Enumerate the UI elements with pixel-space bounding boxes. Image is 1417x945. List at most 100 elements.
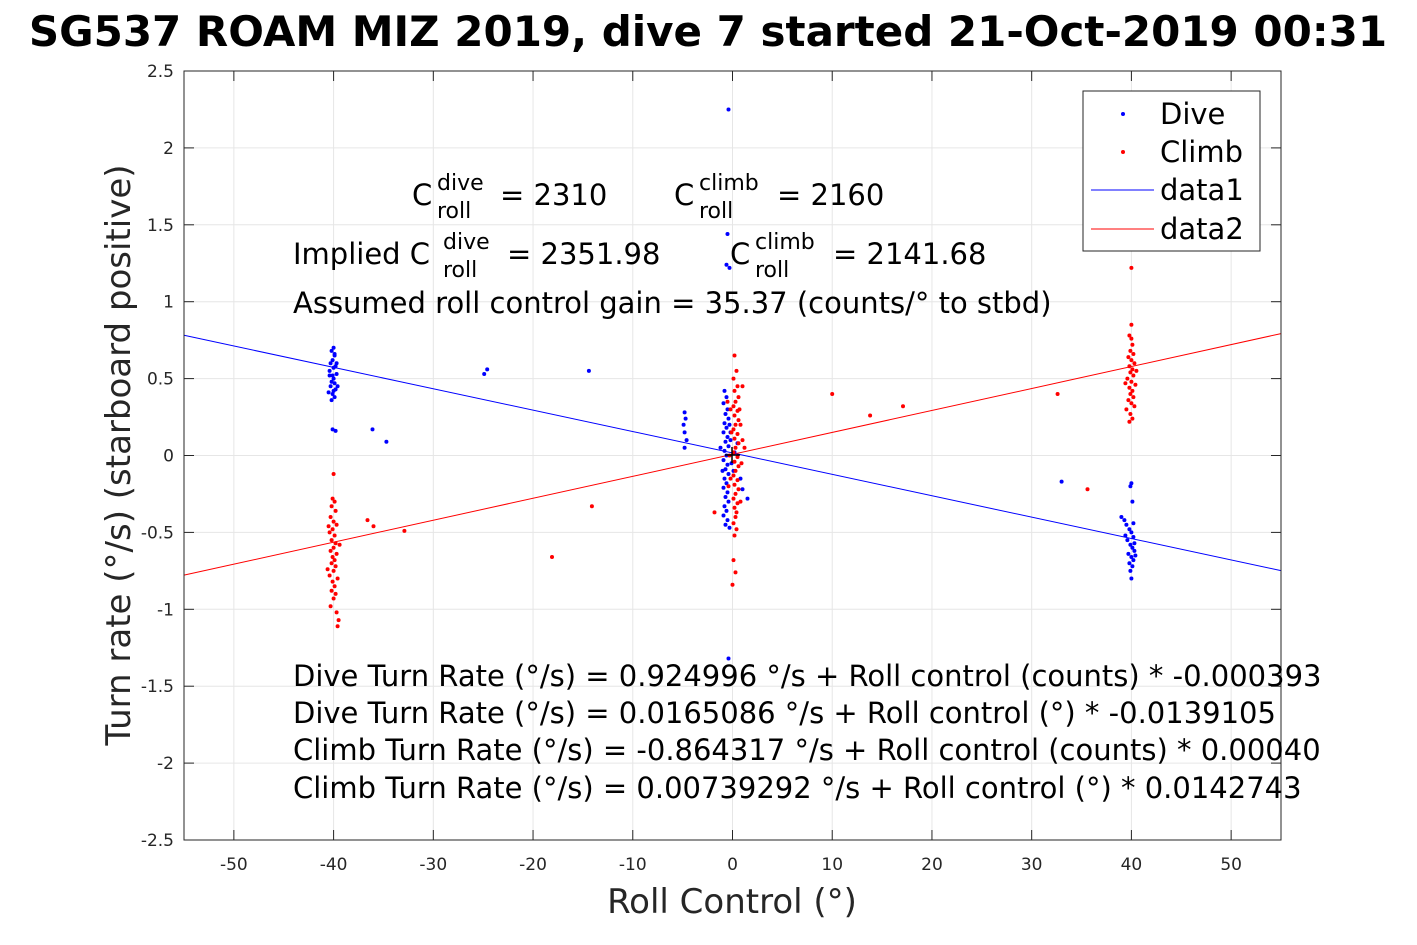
point-climb (334, 551, 339, 556)
point-climb (732, 482, 737, 487)
point-climb (550, 555, 554, 559)
x-tick-label: -20 (519, 855, 547, 875)
point-dive (586, 368, 591, 373)
point-climb (731, 404, 736, 409)
point-dive (1128, 484, 1133, 489)
point-dive (1130, 564, 1135, 569)
point-dive (725, 435, 730, 439)
point-dive (327, 368, 332, 373)
implied-climb-sup: climb (755, 230, 815, 255)
annotation-implied-climb: C climb roll = 2141.68 (730, 230, 986, 283)
point-climb (329, 588, 334, 593)
point-climb (735, 455, 740, 459)
point-dive (334, 372, 339, 376)
point-dive (1130, 499, 1135, 504)
point-dive (722, 388, 727, 393)
annotation-implied-dive: Implied C dive roll = 2351.98 (293, 230, 660, 283)
point-climb (332, 533, 337, 538)
point-climb (1131, 395, 1136, 400)
x-tick-label: 40 (1121, 855, 1143, 875)
point-climb (731, 521, 736, 526)
point-climb (1129, 358, 1134, 363)
c-roll-dive-sup: dive (437, 171, 484, 196)
c-roll-dive-sub: roll (437, 199, 471, 224)
point-dive (722, 421, 727, 426)
point-dive (331, 365, 336, 370)
point-climb (1128, 348, 1133, 353)
point-dive (726, 416, 731, 421)
point-dive (728, 438, 733, 443)
point-climb (1127, 419, 1132, 424)
point-dive (370, 427, 375, 432)
point-climb (735, 432, 740, 436)
point-dive (724, 481, 729, 486)
point-climb (402, 528, 407, 533)
point-climb (733, 491, 738, 496)
point-dive (722, 476, 727, 481)
point-dive (726, 656, 731, 661)
point-climb (331, 568, 336, 573)
implied-dive-sub: roll (443, 258, 477, 283)
point-climb (735, 501, 740, 506)
point-climb (1055, 392, 1060, 396)
point-climb (738, 499, 743, 504)
point-climb (332, 558, 337, 563)
point-climb (331, 545, 336, 550)
y-tick-label: -1 (157, 600, 174, 620)
point-dive (328, 384, 333, 389)
point-dive (723, 467, 728, 472)
point-dive (328, 361, 333, 366)
equation-climb-degrees: Climb Turn Rate (°/s) = 0.00739292 °/s +… (293, 771, 1302, 805)
point-climb (1129, 265, 1134, 270)
point-climb (1132, 404, 1137, 409)
point-climb (1126, 355, 1131, 360)
annotation-c-roll-climb: C climb roll = 2160 (674, 171, 884, 224)
point-dive (1126, 551, 1131, 556)
point-climb (728, 476, 733, 481)
data-points (325, 107, 1139, 661)
point-climb (1125, 376, 1130, 381)
legend-marker-dive (1121, 112, 1125, 116)
point-climb (732, 388, 737, 393)
x-tick-label: 20 (921, 855, 943, 875)
point-climb (330, 496, 335, 501)
point-climb (740, 438, 745, 443)
point-dive (721, 513, 726, 518)
point-climb (729, 430, 734, 435)
point-dive (722, 504, 727, 509)
point-dive (682, 445, 687, 450)
point-climb (830, 392, 835, 396)
point-dive (725, 232, 730, 236)
point-dive (331, 376, 336, 381)
point-dive (721, 485, 726, 490)
y-axis-ticks: -2.5 -2 -1.5 -1 -0.5 0 0.5 1 1.5 2 2.5 (141, 62, 1281, 851)
implied-climb-prefix: C (730, 237, 750, 271)
point-dive (725, 518, 730, 523)
point-climb (1129, 322, 1134, 327)
point-dive (721, 401, 726, 406)
point-climb (331, 472, 336, 476)
origin-crosshair (725, 447, 740, 463)
point-climb (334, 610, 339, 615)
point-dive (684, 438, 689, 443)
point-climb (737, 407, 742, 412)
point-dive (332, 395, 337, 400)
point-dive (1119, 515, 1124, 519)
point-climb (329, 504, 334, 509)
point-climb (736, 487, 741, 492)
x-tick-label: -10 (619, 855, 647, 875)
point-climb (1128, 412, 1133, 416)
point-climb (735, 478, 740, 483)
point-climb (589, 504, 594, 509)
point-dive (384, 439, 389, 444)
point-climb (734, 510, 739, 515)
y-tick-label: 0.5 (147, 370, 174, 390)
point-dive (723, 439, 728, 444)
point-climb (732, 436, 737, 441)
point-dive (724, 508, 729, 513)
point-dive (1127, 561, 1132, 566)
point-climb (331, 596, 336, 601)
point-dive (723, 412, 728, 416)
point-climb (330, 527, 335, 532)
